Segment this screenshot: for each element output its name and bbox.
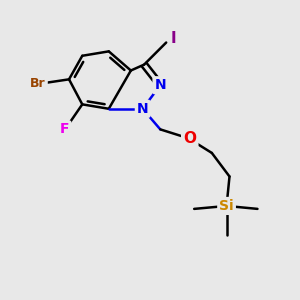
Text: F: F [60,122,69,136]
Text: N: N [154,78,166,92]
Text: Br: Br [30,77,46,90]
Text: N: N [137,102,148,116]
Text: O: O [183,131,196,146]
Text: Si: Si [219,199,234,213]
Text: I: I [171,31,176,46]
